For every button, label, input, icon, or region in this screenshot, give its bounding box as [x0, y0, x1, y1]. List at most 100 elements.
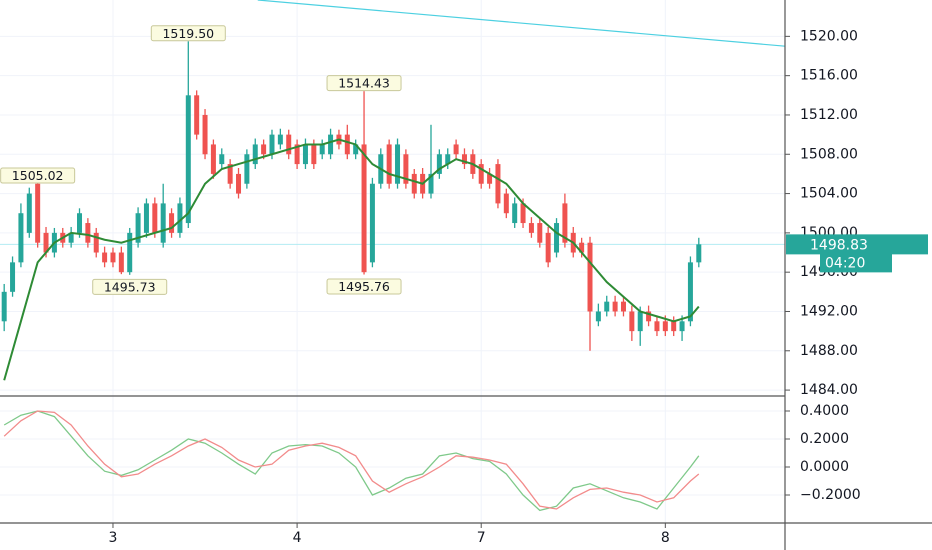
candle-body — [361, 144, 367, 273]
candle-body — [252, 144, 258, 165]
candle-body — [110, 252, 116, 263]
candle-body — [236, 173, 242, 194]
annotation-label: 1495.73 — [104, 279, 156, 294]
candle-body — [185, 95, 191, 224]
candle-body — [528, 223, 534, 233]
candle-body — [520, 203, 526, 224]
candle-body — [679, 321, 685, 332]
candle-body — [269, 134, 275, 155]
last-price-tag — [786, 234, 928, 255]
candle-body — [403, 154, 409, 184]
candle-body — [244, 154, 250, 184]
candle-body — [395, 144, 401, 184]
candle-body — [202, 114, 208, 155]
candle-body — [662, 321, 668, 332]
moving-average — [3, 138, 700, 381]
y-tick-label: −0.2000 — [800, 487, 861, 503]
candle-body — [612, 301, 618, 312]
annotation-label: 1514.43 — [338, 76, 390, 91]
annotation-label: 1519.50 — [162, 26, 214, 41]
y-tick-label: 1512.00 — [800, 107, 858, 123]
candle-body — [620, 301, 626, 312]
candle-body — [227, 164, 233, 184]
candle-body — [102, 252, 108, 263]
candle-body — [587, 242, 593, 312]
candle-body — [537, 223, 543, 243]
candle-body — [294, 144, 300, 165]
candle-body — [35, 183, 41, 243]
candle-body — [177, 203, 183, 233]
candle-body — [135, 213, 141, 243]
last-price-label: 1498.83 — [810, 237, 868, 253]
countdown-label: 04:20 — [825, 255, 865, 271]
y-tick-label: 0.4000 — [800, 403, 849, 419]
candle-body — [654, 321, 660, 332]
annotation-label: 1505.02 — [12, 168, 64, 183]
candle-body — [696, 244, 702, 263]
candle-body — [503, 193, 509, 214]
trend-line — [257, 0, 786, 47]
candle-body — [671, 321, 677, 332]
candle-body — [487, 173, 493, 184]
annotation-box — [326, 278, 402, 295]
candle-body — [369, 183, 375, 263]
candle-body — [160, 203, 166, 243]
candle-body — [436, 154, 442, 174]
x-tick-label: 4 — [293, 530, 302, 546]
candle-body — [277, 134, 283, 145]
candle-body — [152, 203, 158, 233]
candle-body — [311, 144, 317, 165]
candle-body — [328, 134, 334, 155]
candle-body — [353, 144, 359, 155]
y-tick-label: 1492.00 — [800, 303, 858, 319]
candle-body — [18, 213, 24, 263]
countdown-tag — [820, 253, 892, 273]
candle-body — [428, 173, 434, 194]
annotation-box — [0, 167, 76, 184]
y-tick-label: 1520.00 — [800, 28, 858, 44]
candle-body — [604, 301, 610, 312]
x-tick-label: 8 — [661, 530, 670, 546]
candle-body — [169, 213, 175, 233]
candle-body — [445, 154, 451, 165]
candle-body — [461, 154, 467, 165]
candle-body — [411, 173, 417, 194]
y-tick-label: 1504.00 — [800, 186, 858, 202]
annotation-box — [150, 25, 226, 42]
candle-body — [43, 232, 49, 253]
candle-body — [261, 144, 267, 155]
y-tick-label: 0.2000 — [800, 431, 849, 447]
candle-body — [1, 291, 7, 322]
candle-body — [512, 203, 518, 224]
candle-body — [545, 232, 551, 263]
candle-body — [579, 242, 585, 253]
labels: 1484.001488.001492.001496.001500.001504.… — [0, 25, 928, 546]
candle-body — [319, 144, 325, 155]
candle-body — [77, 213, 83, 233]
y-tick-label: 1484.00 — [800, 382, 858, 398]
candle-body — [453, 144, 459, 155]
candle-body — [637, 311, 643, 332]
candle-body — [219, 154, 225, 165]
x-tick-label: 7 — [477, 530, 486, 546]
candle-body — [10, 262, 16, 292]
candle-body — [85, 223, 91, 243]
candle-body — [562, 203, 568, 243]
candle-body — [495, 164, 501, 204]
candle-body — [646, 311, 652, 322]
x-tick-label: 3 — [109, 530, 118, 546]
annotation-box — [326, 75, 402, 92]
annotation-label: 1495.76 — [338, 279, 390, 294]
candle-body — [118, 252, 124, 273]
candle-body — [687, 262, 693, 322]
candle-body — [93, 232, 99, 253]
candle-body — [595, 311, 601, 322]
candle-body — [344, 134, 350, 155]
y-tick-label: 1516.00 — [800, 68, 858, 84]
candle-body — [629, 311, 635, 332]
y-tick-label: 0.0000 — [800, 459, 849, 475]
candle-body — [210, 144, 216, 174]
